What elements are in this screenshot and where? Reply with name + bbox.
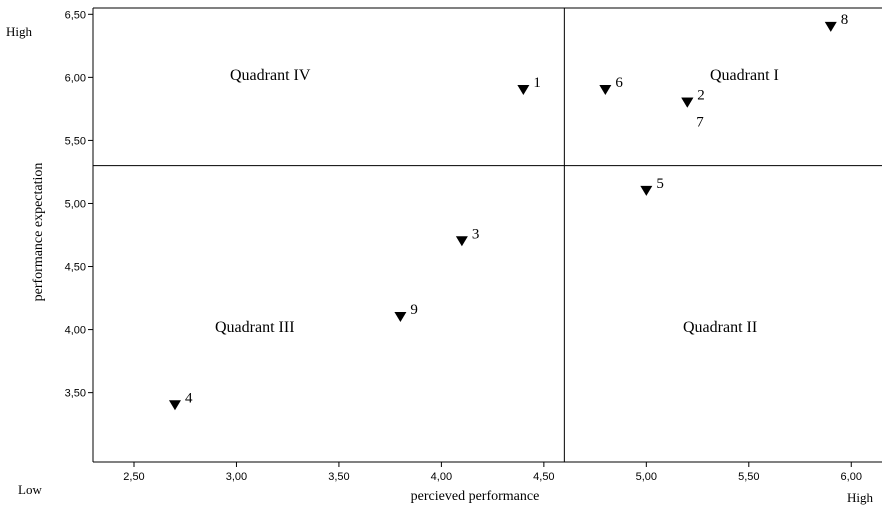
triangle-marker-icon (599, 84, 612, 95)
data-point: 1 (517, 75, 541, 95)
data-point: 9 (394, 302, 418, 322)
y-tick-label: 3,50 (65, 388, 86, 400)
point-label: 4 (185, 390, 193, 406)
ticks-layer: 2,50 3,00 3,50 4,00 4,50 5,00 5,50 6,00 3,50 4,00… (65, 9, 862, 483)
data-point: 8 (824, 12, 849, 32)
triangle-marker-icon (640, 185, 653, 196)
x-tick-label: 5,00 (636, 471, 657, 483)
triangle-marker-icon (394, 311, 407, 322)
y-tick-label: 4,00 (65, 325, 86, 337)
x-tick-label: 2,50 (123, 471, 144, 483)
data-point: 7 (681, 97, 704, 131)
point-label: 5 (656, 176, 664, 192)
y-axis-label: performance expectation (31, 163, 46, 302)
quadrant-iv-label: Quadrant IV (230, 67, 311, 84)
data-point: 4 (168, 390, 193, 411)
x-tick-label: 4,50 (533, 471, 554, 483)
y-tick-label: 6,50 (65, 9, 86, 21)
quadrant-iii-label: Quadrant III (215, 319, 295, 336)
quadrant-i-label: Quadrant I (710, 67, 779, 84)
quadrant-dividers (93, 8, 882, 462)
x-axis-label: percieved performance (411, 489, 540, 504)
low-label: Low (18, 482, 42, 497)
triangle-marker-icon (681, 97, 694, 108)
data-point: 3 (455, 226, 480, 247)
data-point: 5 (640, 176, 664, 196)
x-tick-label: 3,00 (226, 471, 247, 483)
x-tick-label: 4,00 (431, 471, 452, 483)
point-label: 9 (410, 302, 418, 318)
axes-layer (92, 7, 882, 463)
point-label: 1 (533, 75, 541, 91)
triangle-marker-icon (168, 400, 181, 411)
data-point: 6 (599, 75, 623, 95)
point-label: 3 (472, 226, 480, 242)
y-tick-label: 4,50 (65, 262, 86, 274)
y-tick-label: 5,00 (65, 198, 86, 210)
x-tick-label: 5,50 (738, 471, 759, 483)
y-tick-label: 6,00 (65, 72, 86, 84)
point-label: 7 (696, 115, 704, 131)
point-label: 2 (697, 88, 705, 104)
data-points: 1 2 3 4 5 6 7 8 9 (168, 12, 849, 411)
triangle-marker-icon (824, 21, 837, 32)
x-tick-label: 3,50 (328, 471, 349, 483)
quadrant-ii-label: Quadrant II (683, 319, 757, 336)
point-label: 6 (615, 75, 623, 91)
x-high-label: High (847, 490, 874, 505)
point-label: 8 (841, 12, 849, 28)
triangle-marker-icon (455, 236, 468, 247)
x-tick-label: 6,00 (841, 471, 862, 483)
triangle-marker-icon (517, 84, 530, 95)
y-tick-label: 5,50 (65, 135, 86, 147)
y-high-label: High (6, 24, 33, 39)
